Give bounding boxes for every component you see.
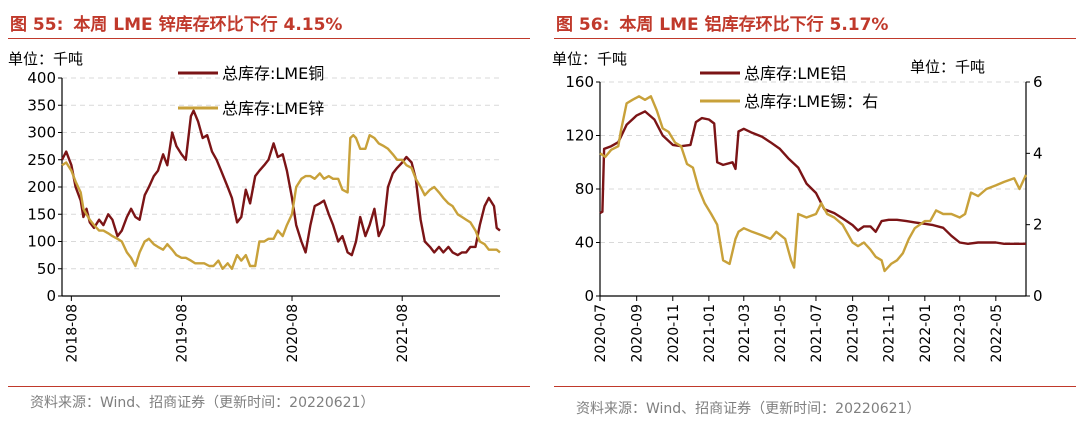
x-tick-label: 2020-07	[593, 304, 609, 363]
unit-label: 单位：千吨	[8, 50, 83, 68]
y-tick-label: 300	[27, 124, 56, 142]
series-line-0	[599, 110, 1026, 245]
x-tick-label: 2021-08	[395, 304, 411, 363]
unit-label-right: 单位：千吨	[910, 58, 985, 76]
x-tick-label: 2018-08	[64, 304, 80, 363]
y-right-tick-label: 4	[1033, 144, 1043, 162]
y-tick-label: 160	[565, 73, 594, 91]
x-tick-label: 2020-09	[630, 304, 646, 363]
y-right-tick-label: 0	[1033, 287, 1043, 305]
figure-title-55: 图 55: 本周 LME 锌库存环比下行 4.15%	[10, 10, 342, 35]
x-tick-label: 2020-08	[285, 304, 301, 363]
y-tick-label: 80	[575, 180, 594, 198]
legend-label-0: 总库存:LME铝	[744, 64, 846, 83]
x-tick-label: 2021-01	[702, 304, 718, 363]
legend-label-1: 总库存:LME锡：右	[744, 92, 878, 111]
y-tick-label: 150	[27, 205, 56, 223]
figure-title-text: 本周 LME 铝库存环比下行 5.17%	[619, 15, 889, 35]
y-tick-label: 0	[584, 287, 594, 305]
series-line-0	[60, 109, 501, 257]
source-note: 资料来源：Wind、招商证券（更新时间：20220621）	[30, 395, 375, 411]
y-tick-label: 100	[27, 233, 56, 251]
figure-number: 图 56:	[556, 15, 610, 35]
series-line-1	[61, 134, 501, 270]
source-rule	[554, 386, 1076, 387]
x-tick-label: 2019-08	[175, 304, 191, 363]
x-tick-label: 2022-05	[989, 304, 1005, 363]
panel-lme-aluminium-tin: 图 56: 本周 LME 铝库存环比下行 5.17% 160 120 80 40 0 6 4 2…	[546, 0, 1076, 427]
chart-lme-copper-zinc: 400 350 300 250 200 150 100 50 0 2018-08 2019-08 20…	[8, 50, 501, 363]
y-tick-label: 250	[27, 151, 56, 169]
y-tick-label: 0	[46, 287, 56, 305]
source-note: 资料来源：Wind、招商证券（更新时间：20220621）	[576, 401, 921, 417]
unit-label-left: 单位：千吨	[552, 50, 627, 68]
figure-number: 图 55:	[10, 15, 64, 35]
title-rule	[8, 38, 530, 39]
x-tick-label: 2021-07	[809, 304, 825, 363]
legend-label-0: 总库存:LME铜	[222, 64, 324, 83]
x-tick-label: 2021-03	[737, 304, 753, 363]
source-rule	[8, 386, 530, 387]
legend-label-1: 总库存:LME锌	[222, 99, 324, 118]
y-right-tick-label: 2	[1033, 216, 1043, 234]
title-rule	[554, 38, 1076, 39]
panel-lme-zinc-copper: 图 55: 本周 LME 锌库存环比下行 4.15% 400 350 300 250 20…	[0, 0, 530, 427]
y-tick-label: 120	[565, 127, 594, 145]
y-tick-label: 400	[27, 69, 56, 87]
x-tick-label: 2020-11	[666, 304, 682, 363]
y-tick-label: 40	[575, 234, 594, 252]
y-right-tick-label: 6	[1033, 73, 1043, 91]
y-tick-label: 50	[37, 260, 56, 278]
series-line-1	[599, 95, 1028, 273]
figure-title-text: 本周 LME 锌库存环比下行 4.15%	[73, 15, 343, 35]
y-tick-label: 350	[27, 96, 56, 114]
x-tick-label: 2021-05	[773, 304, 789, 363]
x-tick-label: 2021-09	[846, 304, 862, 363]
x-tick-label: 2022-01	[918, 304, 934, 363]
figure-title-56: 图 56: 本周 LME 铝库存环比下行 5.17%	[556, 10, 888, 35]
y-tick-label: 200	[27, 178, 56, 196]
x-tick-label: 2022-03	[953, 304, 969, 363]
x-tick-label: 2021-11	[882, 304, 898, 363]
